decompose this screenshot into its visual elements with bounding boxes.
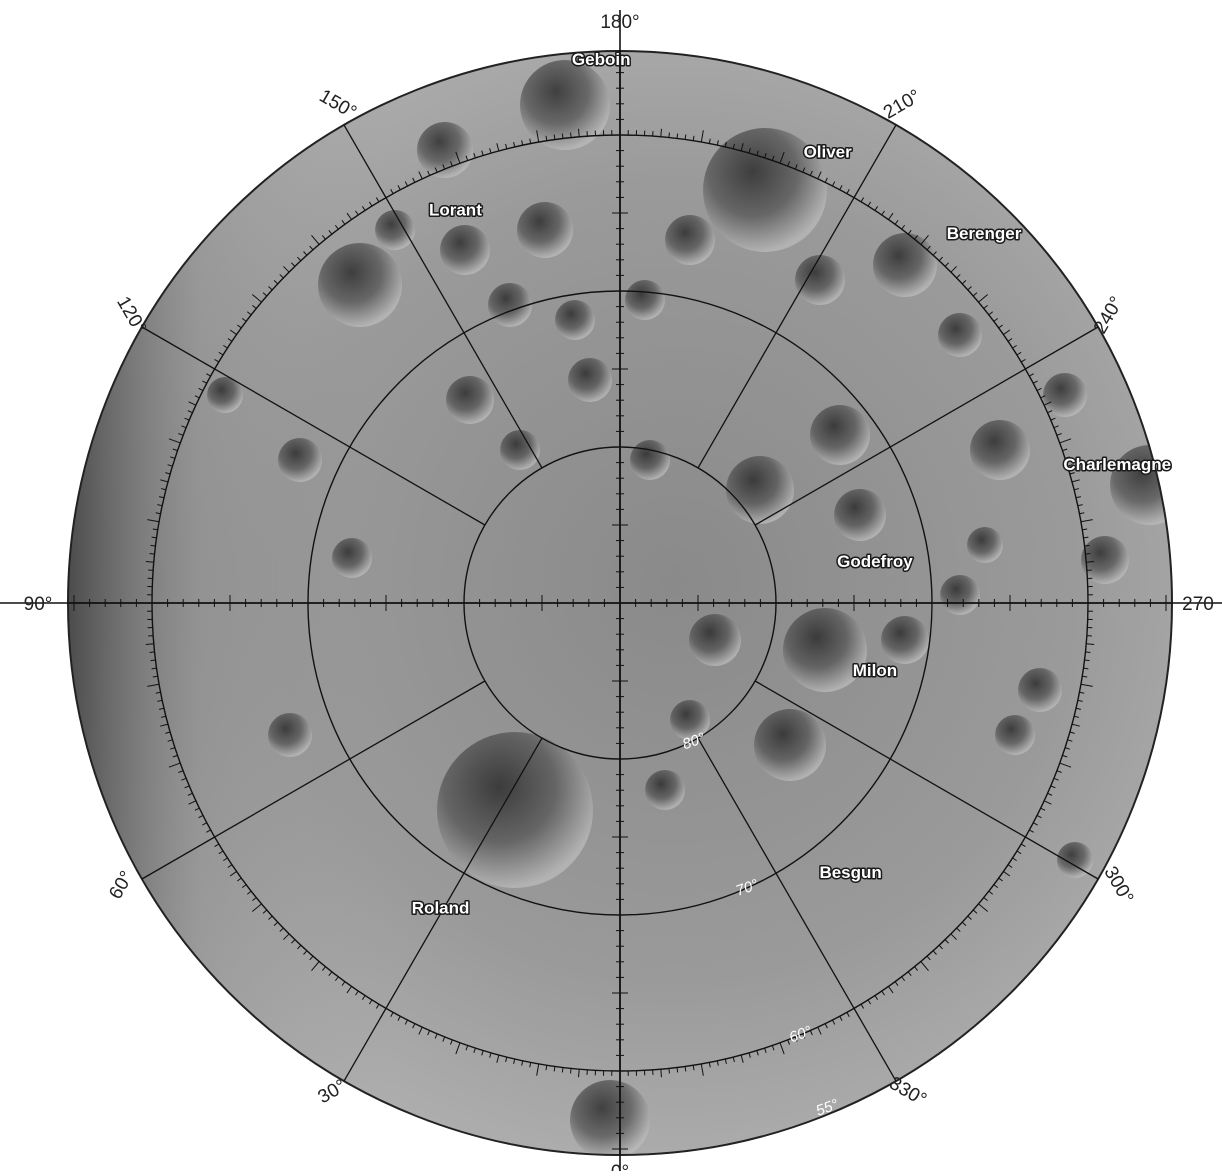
crater-shadow xyxy=(970,420,1030,480)
lon-tick xyxy=(661,129,662,137)
lon-tick xyxy=(677,1068,678,1073)
crater-label-oliver: Oliver xyxy=(804,143,853,162)
crater-label-roland: Roland xyxy=(412,899,470,918)
lon-tick xyxy=(669,1068,670,1073)
lon-tick xyxy=(554,1066,555,1071)
crater-shadow xyxy=(1018,668,1062,712)
longitude-label-330: 330° xyxy=(885,1073,930,1111)
crater-shadow xyxy=(881,616,929,664)
crater-shadow xyxy=(517,202,573,258)
longitude-label-150: 150° xyxy=(315,86,360,124)
crater-shadow xyxy=(440,225,490,275)
crater-shadow xyxy=(967,527,1003,563)
lon-tick xyxy=(661,1069,662,1077)
crater-shadow xyxy=(268,713,312,757)
crater-shadow xyxy=(375,210,415,250)
lon-tick xyxy=(562,134,563,139)
lon-tick xyxy=(1085,652,1090,653)
longitude-label-90: 90° xyxy=(24,594,53,615)
crater-shadow xyxy=(446,376,494,424)
crater-shadow xyxy=(520,60,610,150)
lon-tick xyxy=(1086,562,1094,563)
crater-shadow xyxy=(940,575,980,615)
crater-shadow xyxy=(1043,373,1087,417)
crater-label-geboin: Geboin xyxy=(572,50,631,69)
lunar-surface xyxy=(68,51,1190,1160)
crater-shadow xyxy=(278,438,322,482)
crater-shadow xyxy=(795,255,845,305)
crater-shadow xyxy=(500,430,540,470)
crater-shadow xyxy=(995,715,1035,755)
crater-shadow xyxy=(318,243,402,327)
lon-tick xyxy=(571,1068,572,1073)
crater-shadow xyxy=(568,358,612,402)
lon-tick xyxy=(152,668,157,669)
crater-label-besgun: Besgun xyxy=(819,863,881,882)
longitude-label-60: 60° xyxy=(105,868,138,903)
lon-tick xyxy=(1083,668,1088,669)
crater-shadow xyxy=(810,405,870,465)
lon-tick xyxy=(579,129,580,137)
lon-tick xyxy=(150,652,155,653)
lon-tick xyxy=(554,135,555,140)
crater-shadow xyxy=(726,456,794,524)
longitude-label-270: 270 xyxy=(1182,594,1214,615)
crater-shadow xyxy=(332,538,372,578)
crater-shadow xyxy=(834,489,886,541)
crater-shadow xyxy=(665,215,715,265)
crater-shadow xyxy=(754,709,826,781)
lon-tick xyxy=(152,537,157,538)
lon-tick xyxy=(685,135,686,140)
lon-tick xyxy=(579,1069,580,1077)
lon-tick xyxy=(669,133,670,138)
longitude-label-300: 300° xyxy=(1099,863,1137,908)
lon-tick xyxy=(1085,660,1090,661)
lon-tick xyxy=(151,660,156,661)
crater-shadow xyxy=(555,300,595,340)
lon-tick xyxy=(150,554,155,555)
lon-tick xyxy=(562,1068,563,1073)
crater-label-charlemagne: Charlemagne xyxy=(1063,455,1171,474)
crater-label-berenger: Berenger xyxy=(947,224,1022,243)
lon-tick xyxy=(1085,554,1090,555)
lon-tick xyxy=(151,545,156,546)
lon-tick xyxy=(1085,545,1090,546)
crater-shadow xyxy=(625,280,665,320)
crater-label-milon: Milon xyxy=(853,661,897,680)
crater-shadow xyxy=(437,732,593,888)
lon-tick xyxy=(677,134,678,139)
crater-shadow xyxy=(1081,536,1129,584)
longitude-label-210: 210° xyxy=(880,86,925,124)
lon-tick xyxy=(685,1066,686,1071)
lon-tick xyxy=(571,133,572,138)
lon-tick xyxy=(146,644,154,645)
crater-shadow xyxy=(689,614,741,666)
crater-label-godefroy: Godefroy xyxy=(837,552,913,571)
crater-shadow xyxy=(938,313,982,357)
longitude-label-0: 0° xyxy=(611,1162,629,1171)
crater-shadow xyxy=(570,1080,650,1160)
crater-shadow xyxy=(630,440,670,480)
lon-tick xyxy=(1083,537,1088,538)
crater-shadow xyxy=(645,770,685,810)
crater-shadow xyxy=(873,233,937,297)
longitude-label-240: 240° xyxy=(1090,293,1128,338)
lon-tick xyxy=(1086,644,1094,645)
longitude-label-180: 180° xyxy=(600,12,639,33)
lon-tick xyxy=(146,562,154,563)
crater-label-lorant: Lorant xyxy=(429,200,482,219)
